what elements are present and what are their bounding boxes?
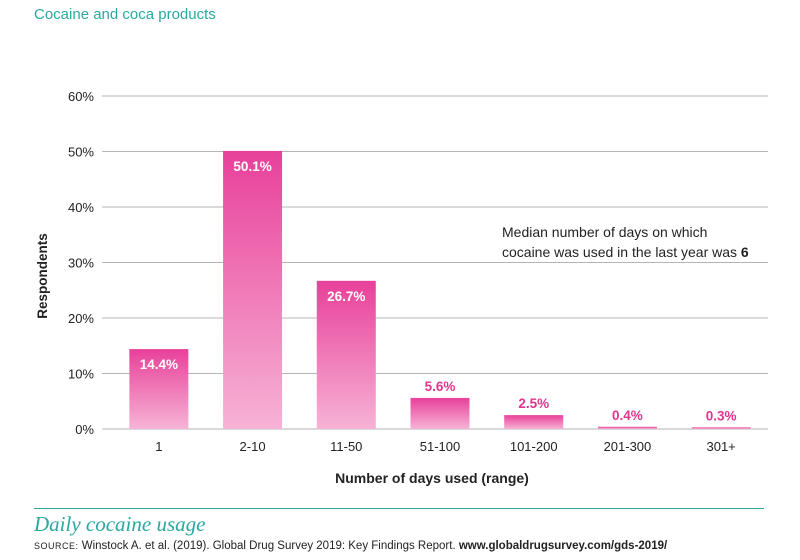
source-text: Winstock A. et al. (2019). Global Drug S…: [78, 540, 459, 552]
y-tick-label: 0%: [75, 422, 94, 437]
x-tick-label: 1: [155, 439, 162, 454]
y-axis-label: Respondents: [35, 233, 50, 319]
bar-value-label: 2.5%: [518, 396, 549, 411]
bar-value-label: 50.1%: [233, 159, 271, 174]
bar-value-label: 5.6%: [425, 379, 456, 394]
x-tick-label: 2-10: [240, 439, 266, 454]
bar: [129, 349, 189, 429]
x-axis-label: Number of days used (range): [335, 470, 529, 486]
bar: [504, 415, 564, 429]
x-tick-label: 11-50: [330, 439, 362, 454]
x-tick-label: 301+: [706, 439, 735, 454]
section-header: Cocaine and coca products: [34, 6, 216, 23]
median-annotation: Median number of days on which cocaine w…: [502, 222, 749, 262]
source-citation: SOURCE: Winstock A. et al. (2019). Globa…: [34, 540, 667, 552]
bar-value-label: 14.4%: [140, 357, 178, 372]
footer-divider: [34, 508, 764, 509]
y-tick-label: 30%: [68, 256, 94, 271]
bar-value-label: 26.7%: [327, 289, 365, 304]
bar: [691, 427, 751, 429]
y-tick-label: 40%: [68, 200, 94, 215]
bar: [223, 150, 283, 429]
bar-chart: 0% 10% 20% 30% 40% 50% 60% 14.4% 50.1% 26.7% 5.6%…: [35, 89, 768, 486]
source-link[interactable]: www.globaldrugsurvey.com/gds-2019/: [458, 540, 668, 552]
bar: [597, 426, 657, 429]
x-tick-label: 201-300: [604, 439, 652, 454]
bar-value-label: 0.3%: [706, 408, 737, 423]
figure-title: Daily cocaine usage: [34, 512, 206, 536]
y-tick-label: 20%: [68, 311, 94, 326]
bar: [316, 280, 376, 429]
y-tick-label: 10%: [68, 367, 94, 382]
y-tick-label: 50%: [68, 145, 94, 160]
annotation-line-2: cocaine was used in the last year was: [502, 244, 741, 260]
source-tag: SOURCE:: [34, 541, 79, 551]
y-tick-label: 60%: [68, 89, 94, 104]
x-tick-label: 101-200: [510, 439, 558, 454]
x-tick-label: 51-100: [420, 439, 460, 454]
bar-value-label: 0.4%: [612, 408, 643, 423]
annotation-line-1: Median number of days on which: [502, 224, 708, 240]
bar: [410, 397, 470, 429]
annotation-median-value: 6: [740, 244, 749, 260]
